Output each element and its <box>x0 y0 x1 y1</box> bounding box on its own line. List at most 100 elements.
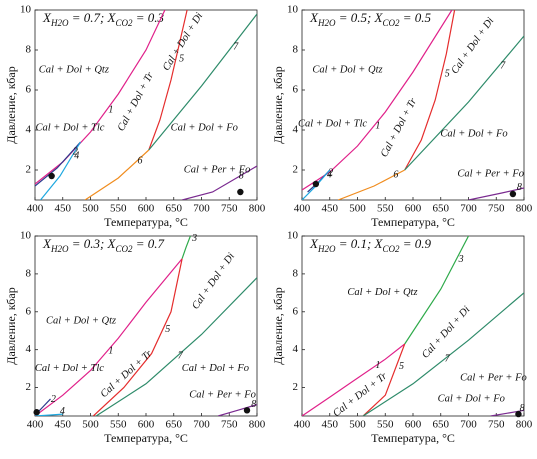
curve-number: 7 <box>500 60 506 71</box>
panel: 400 450 500 550 600 650 700 750 800246810Темпера… <box>271 230 533 445</box>
x-tick-label: 750 <box>488 203 505 215</box>
curve-number: 2 <box>51 394 56 405</box>
phase-field-label: Cal + Dol + Fo <box>171 122 238 133</box>
y-axis-title: Давление, кбар <box>271 66 285 143</box>
curve-number: 8 <box>520 403 525 414</box>
curve-number: 1 <box>108 346 113 357</box>
x-axis-title: Температура, °C <box>371 431 455 445</box>
y-tick-label: 6 <box>293 84 299 96</box>
x-tick-label: 800 <box>516 419 533 431</box>
phase-boundary <box>181 165 257 200</box>
phase-boundary <box>404 35 524 171</box>
phase-boundary <box>404 236 470 345</box>
phase-boundary <box>35 413 63 416</box>
x-tick-label: 750 <box>488 419 505 431</box>
x-tick-label: 500 <box>82 203 99 215</box>
curves <box>302 10 524 200</box>
x-axis-title: Температура, °C <box>371 215 455 229</box>
y-tick-label: 4 <box>26 124 32 136</box>
phase-field-label: Cal + Dol + Fo <box>182 363 249 374</box>
x-tick-label: 600 <box>138 203 155 215</box>
point <box>515 410 522 418</box>
y-tick-label: 8 <box>26 44 32 56</box>
x-tick-label: 600 <box>405 203 422 215</box>
phase-boundary <box>35 10 166 185</box>
x-tick-label: 800 <box>516 203 533 215</box>
x-tick-label: 700 <box>460 203 477 215</box>
x-tick-label: 800 <box>249 419 266 431</box>
x-tick-label: 750 <box>221 203 238 215</box>
point <box>243 407 251 414</box>
title-part: = 0.9 <box>400 236 432 251</box>
point <box>509 190 517 198</box>
phase-boundary <box>148 10 188 151</box>
x-tick-label: 700 <box>193 419 210 431</box>
curve-number: 3 <box>458 254 464 265</box>
phase-field-label: Cal + Per + Fo <box>457 168 524 179</box>
curve-number: 5 <box>399 361 404 372</box>
phase-field-label: Cal + Dol + Fo <box>438 393 505 404</box>
phase-boundary <box>404 10 456 171</box>
x-tick-label: 550 <box>377 419 394 431</box>
x-tick-label: 450 <box>322 419 339 431</box>
y-tick-label: 8 <box>293 267 299 279</box>
x-tick-label: 550 <box>377 203 394 215</box>
point <box>48 172 55 180</box>
phase-boundary <box>35 141 81 187</box>
y-tick-label: 2 <box>293 164 299 176</box>
phase-boundary <box>362 292 524 416</box>
curve-number: 6 <box>138 155 143 166</box>
x-tick-label: 500 <box>82 419 99 431</box>
curve-number: 7 <box>178 350 184 361</box>
title-part: CO2 <box>383 18 401 28</box>
curve-number: 4 <box>60 406 65 417</box>
x-tick-label: 750 <box>221 419 238 431</box>
title-part: = 0.3 <box>133 10 165 25</box>
panel-title: XH2O = 0.1; XCO2 = 0.9 <box>309 236 432 254</box>
phase-field-label: Cal + Per + Fo <box>189 390 256 401</box>
curve-number: 6 <box>393 169 398 180</box>
x-tick-label: 700 <box>460 419 477 431</box>
phase-field-label: Cal + Dol + Di <box>190 251 237 312</box>
y-tick-label: 2 <box>26 164 32 176</box>
phase-boundary <box>181 236 191 259</box>
title-part: = 0.7; X <box>68 10 116 25</box>
title-part: CO2 <box>383 244 401 254</box>
y-axis-title: Давление, кбар <box>4 287 18 364</box>
curve-number: 5 <box>445 68 450 79</box>
y-axis-title: Давление, кбар <box>271 287 285 364</box>
phase-boundary <box>302 10 453 191</box>
curves <box>35 236 257 416</box>
point <box>33 409 40 416</box>
phase-boundary <box>337 169 405 200</box>
curve-number: 1 <box>375 360 380 371</box>
x-tick-label: 550 <box>110 419 127 431</box>
curve-number: 8 <box>251 399 256 410</box>
phase-field-label: Cal + Dol + Di <box>449 16 496 77</box>
phase-field-label: Cal + Dol + Tlc <box>298 118 367 129</box>
phase-field-label: Cal + Per + Fo <box>184 164 251 175</box>
curve-number: 2 <box>73 146 78 157</box>
y-tick-label: 2 <box>26 381 32 393</box>
curve-number: 4 <box>74 150 79 161</box>
x-tick-label: 550 <box>110 203 127 215</box>
phase-field-label: Cal + Dol + Tlc <box>35 363 104 374</box>
title-part: CO2 <box>116 18 134 28</box>
panel: 400 450 500 550 600 650 700 750 800246810Темпера… <box>4 4 266 229</box>
x-tick-label: 650 <box>433 203 450 215</box>
phase-boundary <box>148 13 257 151</box>
x-tick-label: 600 <box>138 419 155 431</box>
curve-number: 1 <box>108 104 113 115</box>
phase-field-label: Cal + Dol + Tr <box>379 96 420 159</box>
phase-boundary <box>95 277 257 416</box>
curve-number: 5 <box>179 53 184 64</box>
point <box>312 180 320 188</box>
curve-number: 3 <box>191 233 197 244</box>
curve-number: 7 <box>445 353 451 364</box>
title-part: X <box>42 236 52 251</box>
title-part: H2O <box>50 244 69 254</box>
phase-boundary <box>35 258 183 416</box>
y-tick-label: 2 <box>293 381 299 393</box>
y-tick-label: 6 <box>26 305 32 317</box>
